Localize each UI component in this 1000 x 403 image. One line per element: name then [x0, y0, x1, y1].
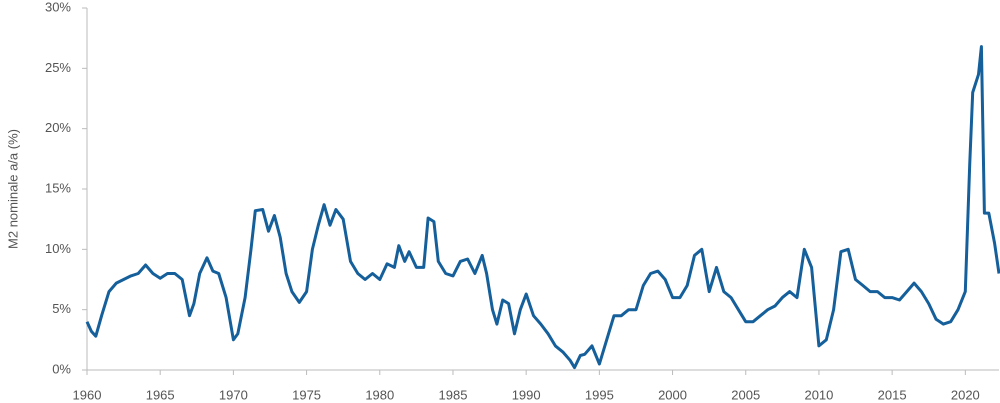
x-tick-label: 2020 — [951, 387, 980, 402]
x-tick-label: 2005 — [731, 387, 760, 402]
x-tick-label: 2015 — [878, 387, 907, 402]
y-tick-label: 0% — [52, 361, 71, 376]
x-tick-label: 1995 — [585, 387, 614, 402]
y-tick-label: 20% — [45, 120, 71, 135]
x-tick-label: 1965 — [146, 387, 175, 402]
x-tick-label: 2010 — [804, 387, 833, 402]
y-axis-title: M2 nominale a/a (%) — [5, 129, 20, 249]
y-tick-label: 5% — [52, 301, 71, 316]
x-tick-label: 1970 — [219, 387, 248, 402]
x-tick-label: 1975 — [292, 387, 321, 402]
x-tick-label: 1980 — [365, 387, 394, 402]
x-tick-label: 2000 — [658, 387, 687, 402]
y-tick-label: 15% — [45, 180, 71, 195]
y-tick-label: 10% — [45, 241, 71, 256]
y-tick-label: 30% — [45, 0, 71, 14]
x-tick-label: 1990 — [512, 387, 541, 402]
x-tick-label: 1985 — [439, 387, 468, 402]
y-tick-label: 25% — [45, 60, 71, 75]
data-line — [85, 45, 1000, 370]
x-tick-label: 1960 — [73, 387, 102, 402]
